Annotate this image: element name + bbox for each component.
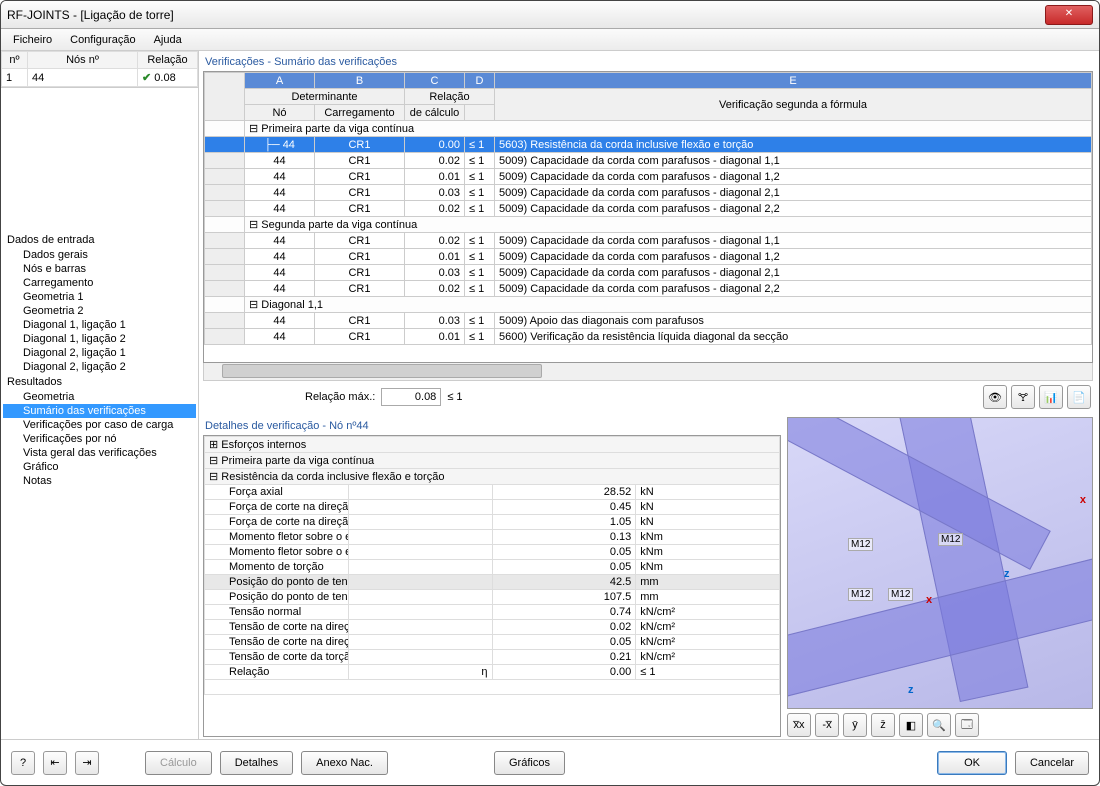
detail-row: Força de corte na direção Z1.05kN (205, 515, 780, 530)
detail-row: Tensão de corte da torção0.21kN/cm² (205, 650, 780, 665)
tree-item[interactable]: Diagonal 2, ligação 1 (3, 346, 196, 360)
graphics-button[interactable]: Gráficos (494, 751, 565, 775)
table-row[interactable]: 44CR10.03≤ 15009) Capacidade da corda co… (205, 185, 1092, 201)
detail-row: Tensão normal0.74kN/cm² (205, 605, 780, 620)
tree-item[interactable]: Geometria (3, 390, 196, 404)
zoom-icon[interactable]: 🔍 (927, 713, 951, 737)
detail-row: Força axial28.52kN (205, 485, 780, 500)
view-iso-icon[interactable]: ◧ (899, 713, 923, 737)
details-grid[interactable]: ⊞ Esforços internos⊟ Primeira parte da v… (203, 435, 781, 737)
tree-item[interactable]: Sumário das verificações (3, 404, 196, 418)
tree-item[interactable]: Geometria 2 (3, 304, 196, 318)
detail-row: Momento fletor sobre o eixo Y0.13kNm (205, 530, 780, 545)
help-icon[interactable]: ? (11, 751, 35, 775)
details-title: Detalhes de verificação - Nó nº44 (203, 417, 781, 435)
table-row[interactable]: 44CR10.01≤ 15009) Capacidade da corda co… (205, 169, 1092, 185)
cancel-button[interactable]: Cancelar (1015, 751, 1089, 775)
table-row[interactable]: ├─ 44CR10.00≤ 15603) Resistência da cord… (205, 137, 1092, 153)
nodes-col-n[interactable]: nº (2, 52, 28, 69)
table-row[interactable]: 44CR10.02≤ 15009) Capacidade da corda co… (205, 153, 1092, 169)
nodes-row[interactable]: 1 44 ✔ 0.08 (2, 69, 198, 87)
titlebar: RF-JOINTS - [Ligação de torre] ✕ (1, 1, 1099, 29)
sort-icon[interactable]: 📊 (1039, 385, 1063, 409)
tree-item[interactable]: Notas (3, 474, 196, 488)
ok-icon: ✔ (142, 72, 151, 84)
close-button[interactable]: ✕ (1045, 5, 1093, 25)
detail-row: Tensão de corte na direção Z0.05kN/cm² (205, 635, 780, 650)
table-row[interactable]: 44CR10.01≤ 15009) Capacidade da corda co… (205, 249, 1092, 265)
export-icon[interactable]: 📄 (1067, 385, 1091, 409)
tree-item[interactable]: Dados gerais (3, 248, 196, 262)
table-row[interactable]: 44CR10.03≤ 15009) Capacidade da corda co… (205, 265, 1092, 281)
ok-button[interactable]: OK (937, 751, 1007, 775)
preview-3d[interactable]: M12 M12 M12 M12 x z z x (787, 417, 1093, 709)
menu-help[interactable]: Ajuda (146, 32, 190, 48)
preview-toolbar: x̅x -x̅ ȳ z̄ ◧ 🔍 🗔 (787, 709, 1093, 737)
view-x-icon[interactable]: -x̅ (815, 713, 839, 737)
max-ratio-value[interactable] (381, 388, 441, 406)
table-row[interactable]: 44CR10.02≤ 15009) Capacidade da corda co… (205, 233, 1092, 249)
menu-file[interactable]: Ficheiro (5, 32, 60, 48)
view-z-icon[interactable]: z̄ (871, 713, 895, 737)
nodes-table: nº Nós nº Relação 1 44 ✔ 0.08 (1, 51, 198, 88)
tree-item[interactable]: Carregamento (3, 276, 196, 290)
annex-button[interactable]: Anexo Nac. (301, 751, 388, 775)
tree-item[interactable]: Nós e barras (3, 262, 196, 276)
bottom-bar: ? ⇤ ⇥ Cálculo Detalhes Anexo Nac. Gráfic… (1, 739, 1099, 785)
tree-item[interactable]: Verificações por caso de carga (3, 418, 196, 432)
tree-item[interactable]: Geometria 1 (3, 290, 196, 304)
max-ratio-label: Relação máx.: (305, 391, 375, 403)
view-icon[interactable]: 👁 (983, 385, 1007, 409)
detail-row: Força de corte na direção Y0.45kN (205, 500, 780, 515)
menubar: Ficheiro Configuração Ajuda (1, 29, 1099, 51)
detail-row: Tensão de corte na direção Y0.02kN/cm² (205, 620, 780, 635)
print-icon[interactable]: 🗔 (955, 713, 979, 737)
max-ratio-bar: Relação máx.: ≤ 1 👁 🝖 📊 📄 (203, 381, 1093, 413)
table-row[interactable]: 44CR10.02≤ 15009) Capacidade da corda co… (205, 201, 1092, 217)
main-panel-title: Verificações - Sumário das verificações (203, 53, 1093, 71)
details-button[interactable]: Detalhes (220, 751, 293, 775)
table-row[interactable]: 44CR10.01≤ 15600) Verificação da resistê… (205, 329, 1092, 345)
nav-tree[interactable]: Dados de entradaDados geraisNós e barras… (1, 228, 198, 739)
detail-row: Relaçãoη0.00≤ 1 (205, 665, 780, 680)
tree-item[interactable]: Gráfico (3, 460, 196, 474)
tree-item[interactable]: Diagonal 2, ligação 2 (3, 360, 196, 374)
detail-row: Posição do ponto de tensão na direção Z1… (205, 590, 780, 605)
tree-item[interactable]: Verificações por nó (3, 432, 196, 446)
detail-row: Momento de torção0.05kNm (205, 560, 780, 575)
nodes-col-nodes[interactable]: Nós nº (28, 52, 138, 69)
tree-item[interactable]: Diagonal 1, ligação 2 (3, 332, 196, 346)
detail-row: Momento fletor sobre o eixo Z0.05kNm (205, 545, 780, 560)
filter-icon[interactable]: 🝖 (1011, 385, 1035, 409)
view-y-icon[interactable]: ȳ (843, 713, 867, 737)
table-row[interactable]: 44CR10.03≤ 15009) Apoio das diagonais co… (205, 313, 1092, 329)
detail-row: Posição do ponto de tensão na direção Y4… (205, 575, 780, 590)
table-row[interactable]: 44CR10.02≤ 15009) Capacidade da corda co… (205, 281, 1092, 297)
next-icon[interactable]: ⇥ (75, 751, 99, 775)
menu-config[interactable]: Configuração (62, 32, 143, 48)
prev-icon[interactable]: ⇤ (43, 751, 67, 775)
tree-item[interactable]: Diagonal 1, ligação 1 (3, 318, 196, 332)
tree-item[interactable]: Vista geral das verificações (3, 446, 196, 460)
window-title: RF-JOINTS - [Ligação de torre] (7, 8, 1045, 22)
h-scrollbar[interactable] (203, 363, 1093, 381)
view-xx-icon[interactable]: x̅x (787, 713, 811, 737)
calc-button[interactable]: Cálculo (145, 751, 212, 775)
results-grid[interactable]: A B C D E Determinante Relação Verificaç… (203, 71, 1093, 363)
nodes-col-ratio[interactable]: Relação (138, 52, 198, 69)
